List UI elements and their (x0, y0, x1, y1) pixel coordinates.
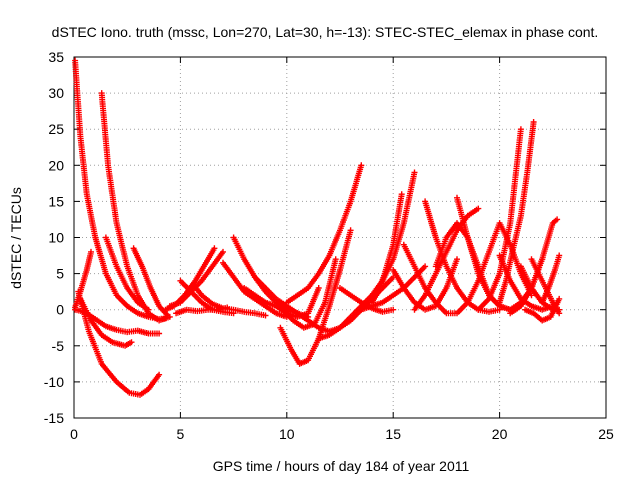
data-series-track (464, 220, 535, 306)
y-axis-label: dSTEC / TECUs (8, 187, 24, 289)
plus-markers (464, 220, 535, 306)
y-tick-label: 25 (48, 121, 64, 137)
data-series-track (368, 191, 405, 306)
grid (74, 57, 606, 418)
y-tick-label: 5 (56, 266, 64, 282)
plus-markers (190, 281, 269, 319)
data-series-track (400, 241, 471, 317)
plus-markers (102, 234, 152, 313)
data-series-track (130, 245, 171, 319)
x-tick-label: 5 (177, 426, 185, 442)
y-tick-label: 10 (48, 230, 64, 246)
x-tick-labels: 0 5 10 15 20 25 (70, 426, 614, 442)
x-tick-label: 15 (385, 426, 401, 442)
data-series-track (102, 234, 152, 313)
plus-markers (220, 259, 290, 320)
y-tick-labels: -15 -10 -5 0 5 10 15 20 25 30 35 (44, 49, 64, 426)
data-series-track (522, 295, 563, 324)
x-tick-label: 0 (70, 426, 78, 442)
data-series-track (277, 227, 354, 367)
plus-markers (75, 288, 163, 398)
plus-markers (98, 90, 173, 324)
y-tick-label: 15 (48, 193, 64, 209)
data-series-track (75, 288, 163, 398)
x-tick-label: 25 (598, 426, 614, 442)
data-series-track (190, 281, 269, 319)
x-tick-label: 20 (492, 426, 508, 442)
chart-title: dSTEC Iono. truth (mssc, Lon=270, Lat=30… (52, 24, 599, 40)
y-tick-label: -10 (44, 374, 64, 390)
y-tick-label: -5 (52, 338, 65, 354)
plus-markers (72, 57, 169, 323)
data-series-track (98, 90, 173, 324)
plus-markers (400, 241, 471, 317)
data-series-track (496, 119, 537, 306)
plus-markers (283, 162, 365, 306)
data-series-track (72, 57, 169, 323)
plus-markers (130, 245, 171, 319)
data-marks (72, 57, 563, 398)
plus-markers (539, 252, 563, 306)
x-axis-label: GPS time / hours of day 184 of year 2011 (213, 458, 470, 474)
y-tick-label: -15 (44, 410, 64, 426)
x-tick-label: 10 (279, 426, 295, 442)
y-tick-label: 30 (48, 85, 64, 101)
plus-markers (277, 227, 354, 367)
y-tick-label: 20 (48, 157, 64, 173)
data-series-track (539, 252, 563, 306)
y-tick-label: 0 (56, 302, 64, 318)
y-tick-label: 35 (48, 49, 64, 65)
data-series-track (220, 259, 290, 320)
plus-markers (368, 191, 405, 306)
plus-markers (522, 295, 563, 324)
data-series-track (283, 162, 365, 306)
plus-markers (496, 119, 537, 306)
